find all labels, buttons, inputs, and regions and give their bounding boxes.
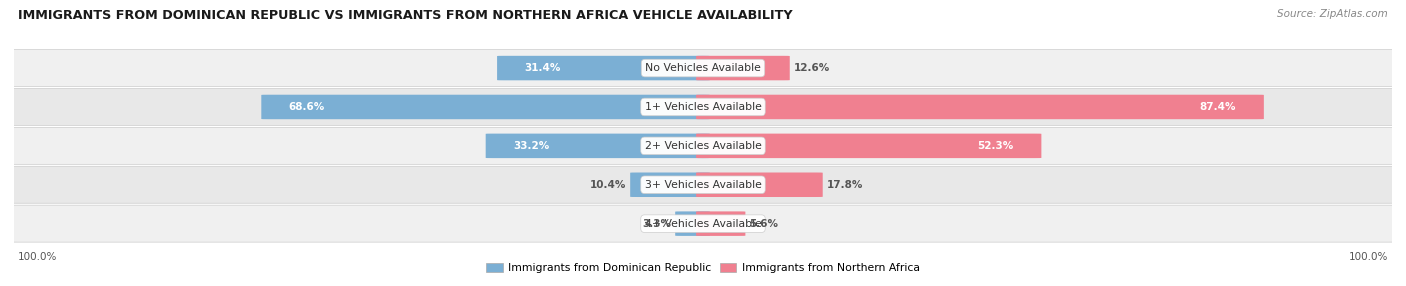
FancyBboxPatch shape (0, 127, 1406, 164)
Text: 33.2%: 33.2% (513, 141, 550, 151)
Text: 100.0%: 100.0% (18, 253, 58, 262)
Text: 3.3%: 3.3% (643, 219, 671, 229)
Text: 10.4%: 10.4% (589, 180, 626, 190)
FancyBboxPatch shape (696, 172, 823, 197)
Text: 1+ Vehicles Available: 1+ Vehicles Available (644, 102, 762, 112)
FancyBboxPatch shape (696, 56, 790, 80)
FancyBboxPatch shape (675, 211, 710, 236)
FancyBboxPatch shape (0, 88, 1406, 126)
Text: 4+ Vehicles Available: 4+ Vehicles Available (644, 219, 762, 229)
FancyBboxPatch shape (485, 134, 710, 158)
FancyBboxPatch shape (262, 95, 710, 119)
Text: IMMIGRANTS FROM DOMINICAN REPUBLIC VS IMMIGRANTS FROM NORTHERN AFRICA VEHICLE AV: IMMIGRANTS FROM DOMINICAN REPUBLIC VS IM… (18, 9, 793, 21)
Legend: Immigrants from Dominican Republic, Immigrants from Northern Africa: Immigrants from Dominican Republic, Immi… (482, 259, 924, 278)
Text: 87.4%: 87.4% (1199, 102, 1236, 112)
FancyBboxPatch shape (696, 134, 1042, 158)
FancyBboxPatch shape (696, 211, 745, 236)
FancyBboxPatch shape (630, 172, 710, 197)
Text: 52.3%: 52.3% (977, 141, 1014, 151)
Text: 2+ Vehicles Available: 2+ Vehicles Available (644, 141, 762, 151)
Text: 12.6%: 12.6% (794, 63, 830, 73)
Text: 5.6%: 5.6% (749, 219, 779, 229)
Text: 100.0%: 100.0% (1348, 253, 1388, 262)
FancyBboxPatch shape (498, 56, 710, 80)
FancyBboxPatch shape (0, 205, 1406, 242)
FancyBboxPatch shape (0, 166, 1406, 203)
Text: 68.6%: 68.6% (288, 102, 325, 112)
Text: 31.4%: 31.4% (524, 63, 561, 73)
Text: 17.8%: 17.8% (827, 180, 863, 190)
Text: No Vehicles Available: No Vehicles Available (645, 63, 761, 73)
FancyBboxPatch shape (0, 49, 1406, 87)
Text: Source: ZipAtlas.com: Source: ZipAtlas.com (1277, 9, 1388, 19)
FancyBboxPatch shape (696, 95, 1264, 119)
Text: 3+ Vehicles Available: 3+ Vehicles Available (644, 180, 762, 190)
